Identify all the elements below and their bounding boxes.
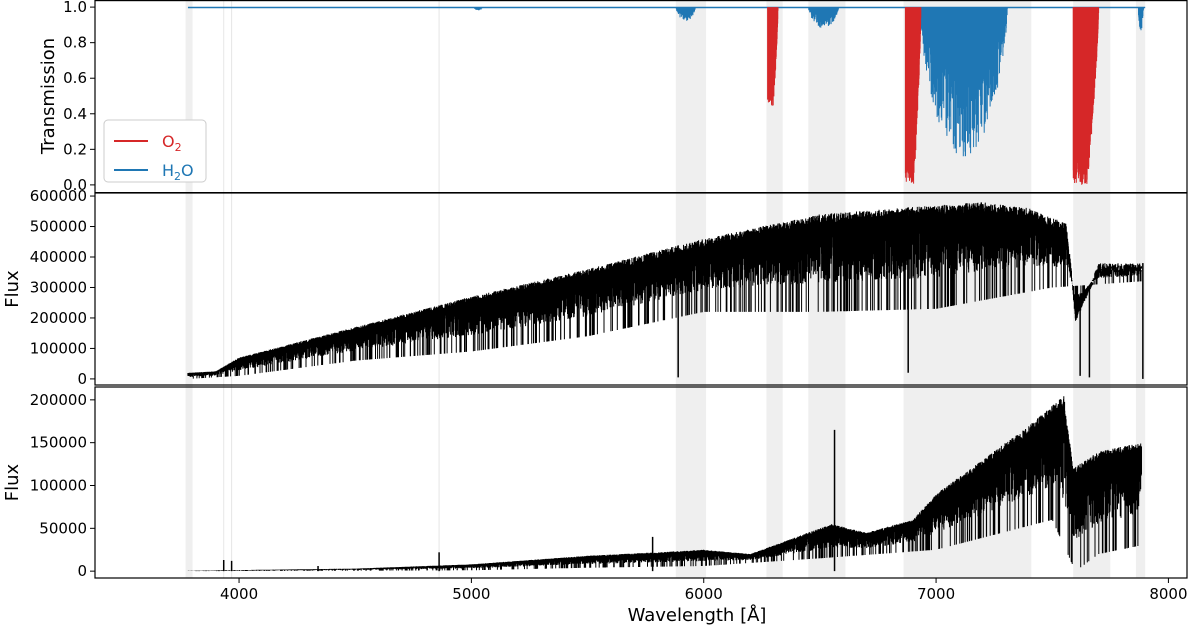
y-tick-label: 100000: [30, 339, 87, 357]
flux-panel-observed: 0 100000 200000 300000 400000 500000 600000 Flu…: [2, 187, 1188, 388]
x-tick-label: 5000: [452, 585, 490, 603]
y-tick-label: 0: [77, 370, 87, 388]
x-tick-label: 7000: [917, 585, 955, 603]
o2-absorption-band: [1072, 7, 1100, 185]
h2o-absorption-band: [919, 7, 1008, 157]
y-tick-label: 0.0: [63, 176, 87, 194]
y-tick-label: 0: [77, 562, 87, 580]
panel-frame: [94, 386, 1188, 579]
x-axis-label: Wavelength [Å]: [628, 604, 767, 626]
panel-frame: [94, 192, 1188, 386]
legend-box: [103, 119, 207, 183]
y-tick-label: 100000: [30, 476, 87, 494]
legend-label: O2: [162, 132, 182, 154]
flux-spectrum: [187, 202, 1142, 379]
y-tick-label: 0.2: [63, 140, 87, 158]
y-tick-label: 200000: [30, 309, 87, 327]
o2-absorption-band: [904, 7, 922, 184]
y-tick-label: 0.8: [63, 34, 87, 52]
legend-label: H2O: [162, 161, 194, 183]
y-tick-label: 300000: [30, 278, 87, 296]
h2o-absorption-band: [675, 7, 696, 21]
y-axis-label: Transmission: [38, 38, 59, 155]
y-axis-label: Flux: [2, 270, 23, 308]
y-tick-label: 600000: [30, 187, 87, 205]
h2o-absorption-band: [1138, 7, 1144, 31]
flux-spectrum: [187, 396, 1142, 572]
y-tick-label: 1.0: [63, 0, 87, 16]
y-tick-label: 0.4: [63, 105, 87, 123]
h2o-absorption-band: [808, 7, 839, 28]
h2o-absorption-band: [473, 7, 484, 11]
x-tick-label: 8000: [1149, 585, 1187, 603]
y-axis-label: Flux: [2, 463, 23, 501]
y-tick-label: 500000: [30, 218, 87, 236]
y-tick-label: 0.6: [63, 69, 87, 87]
flux-panel-corrected: 0 50000 100000 150000 200000 Flux 4000 5000 6000…: [2, 386, 1188, 603]
x-tick-label: 6000: [685, 585, 723, 603]
y-tick-label: 400000: [30, 248, 87, 266]
shaded-region: [1135, 0, 1146, 578]
shaded-region: [766, 0, 783, 578]
x-tick-label: 4000: [220, 585, 258, 603]
o2-absorption-band: [767, 7, 779, 106]
shaded-region: [185, 0, 193, 578]
y-tick-label: 200000: [30, 391, 87, 409]
y-tick-label: 150000: [30, 434, 87, 452]
y-tick-label: 50000: [39, 519, 87, 537]
